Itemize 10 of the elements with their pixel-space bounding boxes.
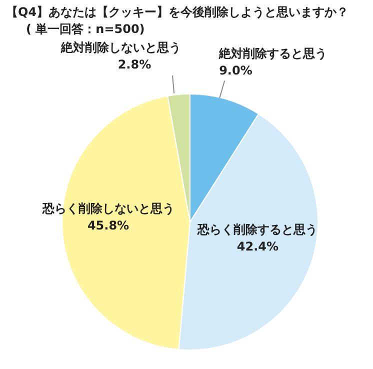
slice-label: 恐らく削除すると思う — [196, 222, 318, 237]
data-label: 2.8% — [118, 58, 152, 72]
data-label: 9.0% — [219, 63, 252, 78]
data-label: 42.4% — [236, 240, 279, 254]
slice-label: 恐らく削除しないと思う — [41, 201, 174, 216]
chart-subtitle: ( 単一回答：n=500) — [26, 21, 145, 38]
data-label: 45.8% — [87, 218, 130, 232]
slice-label: 絶対削除すると思う — [218, 46, 328, 60]
slice-label: 絶対削除しないと思う — [60, 40, 182, 55]
chart-title: 【Q4】あなたは【クッキー】を今後削除しようと思いますか？ — [6, 4, 349, 21]
